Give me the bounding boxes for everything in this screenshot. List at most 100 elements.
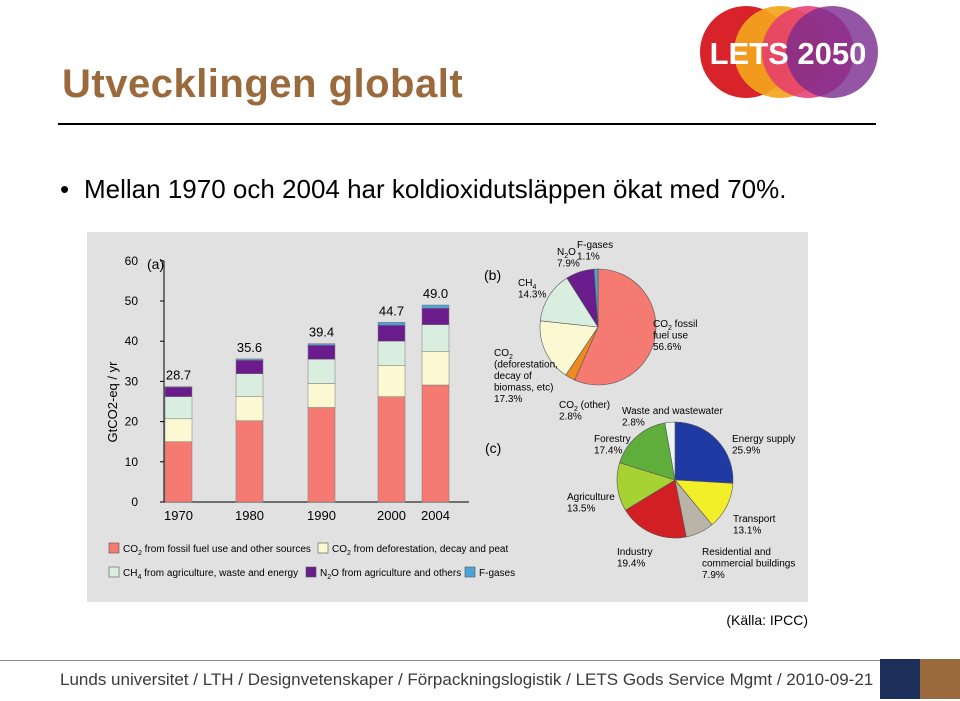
pie-label-industry: Industry (617, 547, 653, 558)
pie-label-deforestation: decay of (494, 371, 532, 382)
y-tick-label: 20 (125, 415, 139, 429)
bar-total-label: 28.7 (166, 368, 191, 383)
bar-n2o-1980 (235, 359, 264, 375)
pie-label-agriculture: Agriculture (567, 492, 615, 503)
y-tick-label: 30 (125, 374, 139, 388)
ipcc-chart-svg: 0 10 20 30 40 50 60 GtCO2-eq / yr (a) 28.7 1970 35.… (105, 240, 795, 581)
bar-deforestation-1990 (307, 383, 336, 408)
pie-label-fgases: 1.1% (577, 252, 600, 263)
pie-slice-energy (674, 421, 734, 484)
bar-ch4-2000 (377, 340, 406, 366)
source-note: (Källa: IPCC) (726, 612, 808, 628)
pie-label-forestry: Forestry (594, 434, 631, 445)
pie-label-fossil: 56.6% (653, 342, 681, 353)
bar-fossil-2000 (377, 396, 406, 503)
pie-label-transport: 13.1% (733, 526, 761, 537)
bar-ch4-1970 (164, 396, 193, 420)
legend-swatch-fossil (108, 542, 120, 554)
y-tick-label: 60 (125, 254, 139, 268)
pie-label-residential: 7.9% (702, 570, 725, 581)
pie-slice-fgases (593, 268, 599, 328)
lets-2050-logo: LETS 2050 (700, 6, 878, 98)
pie-label-energy: Energy supply (732, 434, 795, 445)
legend-swatch-n2o (305, 566, 317, 578)
bar-total-label: 39.4 (309, 325, 334, 340)
footer-square-blue (880, 659, 920, 699)
bar-fgases-2004 (421, 304, 450, 309)
panel-label-b: (b) (484, 267, 501, 283)
legend-label-fgases: F-gases (479, 568, 515, 579)
pie-slice-forestry (619, 422, 676, 481)
title-divider (58, 123, 876, 125)
bar-ch4-1990 (307, 359, 336, 384)
pie-label-residential: commercial buildings (702, 559, 795, 570)
y-tick-label: 0 (131, 495, 138, 509)
y-tick-label: 10 (125, 455, 139, 469)
x-tick-label: 2004 (421, 508, 450, 523)
x-tick-label: 1990 (307, 508, 336, 523)
bar-fgases-2000 (377, 322, 406, 326)
pie-slice-waste (664, 421, 676, 481)
ipcc-figure: 0 10 20 30 40 50 60 GtCO2-eq / yr (a) 28.7 1970 35.… (87, 232, 808, 602)
pie-label-fgases: F-gases (577, 240, 613, 251)
bar-n2o-2004 (421, 307, 450, 325)
bar-fossil-1990 (307, 407, 336, 503)
pie-label-agriculture: 13.5% (567, 504, 595, 515)
pie-label-industry: 19.4% (617, 559, 645, 570)
bullet-text: Mellan 1970 och 2004 har koldioxidutsläp… (84, 174, 787, 204)
bar-fgases-1990 (307, 343, 336, 346)
pie-label-deforestation: (deforestation, (494, 360, 558, 371)
bar-ch4-2004 (421, 324, 450, 352)
bar-fossil-2004 (421, 384, 450, 503)
legend-label-fossil: CO2 from fossil fuel use and other sourc… (123, 544, 311, 557)
bar-n2o-2000 (377, 324, 406, 342)
y-tick-label: 40 (125, 334, 139, 348)
pie-label-waste: 2.8% (622, 418, 645, 429)
pie-slice-deforestation (539, 320, 599, 376)
pie-label-ch4: CH4 (518, 278, 536, 291)
bar-n2o-1990 (307, 344, 336, 360)
bar-deforestation-1980 (235, 396, 264, 422)
bar-ch4-1980 (235, 373, 264, 397)
pie-label-deforestation: 17.3% (494, 394, 522, 405)
bar-total-label: 49.0 (423, 286, 448, 301)
bar-deforestation-2004 (421, 351, 450, 386)
legend-swatch-deforestation (317, 542, 329, 554)
pie-label-n2o: 7.9% (557, 259, 580, 270)
pie-label-forestry: 17.4% (594, 446, 622, 457)
pie-label-energy: 25.9% (732, 446, 760, 457)
bar-deforestation-1970 (164, 418, 193, 442)
bar-n2o-1970 (164, 386, 193, 397)
bar-total-label: 44.7 (379, 303, 404, 318)
logo-text: LETS 2050 (710, 36, 867, 71)
pie-slice-fossil (574, 268, 657, 386)
logo-circle-purple (786, 6, 878, 98)
legend-label-n2o: N2O from agriculture and others (320, 568, 461, 581)
pie-label-co2_other: CO2 (other) (559, 400, 610, 413)
pie-label-fossil: CO2 fossil (653, 319, 697, 332)
bullet-dot: • (60, 174, 70, 204)
pie-label-transport: Transport (733, 514, 776, 525)
legend-swatch-ch4 (108, 566, 120, 578)
bullet-point: • Mellan 1970 och 2004 har koldioxidutslä… (60, 174, 786, 205)
legend-label-deforestation: CO2 from deforestation, decay and peat (332, 544, 508, 557)
x-tick-label: 1970 (164, 508, 193, 523)
pie-label-ch4: 14.3% (518, 290, 546, 301)
pie-label-residential: Residential and (702, 547, 771, 558)
x-tick-label: 1980 (235, 508, 264, 523)
pie-label-deforestation: CO2 (494, 348, 513, 361)
pie-label-waste: Waste and wastewater (622, 406, 723, 417)
bar-fossil-1980 (235, 420, 264, 503)
legend-swatch-fgases (464, 566, 476, 578)
pie-label-n2o: N2O (557, 247, 576, 260)
panel-label-a: (a) (147, 256, 164, 272)
x-tick-label: 2000 (377, 508, 406, 523)
pie-label-fossil: fuel use (653, 331, 688, 342)
bar-deforestation-2000 (377, 365, 406, 397)
bar-fgases-1980 (235, 358, 264, 361)
footer-divider (0, 660, 960, 661)
pie-label-deforestation: biomass, etc) (494, 383, 553, 394)
pie-label-co2_other: 2.8% (559, 412, 582, 423)
pie-slice-industry (625, 479, 687, 539)
pie-slice-ch4 (540, 277, 599, 328)
